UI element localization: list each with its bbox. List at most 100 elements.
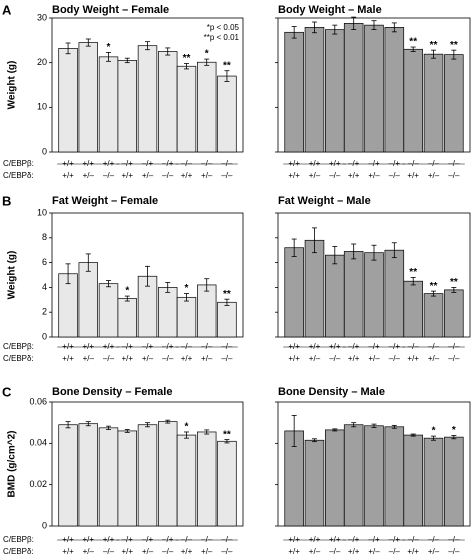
bar (364, 24, 384, 153)
genotype-row-label: C/EBPδ: (3, 354, 34, 363)
x-tick-label: –/– (448, 535, 460, 544)
y-tick-label: 10 (37, 207, 47, 217)
panel-letter: B (2, 193, 11, 208)
bar (423, 437, 444, 527)
x-tick-label: –/– (389, 547, 401, 556)
x-tick-label: –/– (408, 159, 420, 168)
x-tick-label: +/+ (62, 159, 74, 168)
bar (423, 293, 444, 338)
x-tick-label: –/+ (389, 535, 401, 544)
x-tick-label: –/+ (348, 342, 360, 351)
x-tick-label: –/– (201, 535, 213, 544)
bar (58, 48, 78, 153)
bar (284, 31, 304, 153)
y-tick-label: 2 (42, 307, 47, 317)
annotation: *p < 0.05 (207, 23, 240, 32)
x-tick-label: +/– (83, 171, 95, 180)
bar (304, 439, 325, 527)
x-tick-label: +/+ (407, 354, 419, 363)
x-tick-label: +/– (83, 547, 95, 556)
x-tick-label: –/– (221, 547, 233, 556)
x-tick-label: –/– (389, 354, 401, 363)
bar (304, 239, 325, 338)
x-tick-label: +/+ (62, 171, 74, 180)
x-tick-label: +/+ (121, 171, 133, 180)
bar (117, 298, 137, 338)
bar (364, 252, 384, 338)
genotype-row-label: C/EBPδ: (3, 547, 34, 556)
bar (217, 301, 237, 338)
bar (284, 247, 304, 338)
bar (176, 296, 197, 338)
x-tick-label: +/– (428, 547, 440, 556)
x-tick-label: +/+ (288, 535, 300, 544)
x-tick-label: –/– (329, 171, 341, 180)
bar (343, 424, 364, 527)
bar (343, 23, 364, 153)
x-tick-label: +/+ (181, 547, 193, 556)
x-tick-label: –/– (181, 342, 193, 351)
bar (444, 436, 464, 527)
x-tick-label: –/– (221, 159, 233, 168)
x-tick-label: –/– (221, 171, 233, 180)
x-tick-label: –/+ (368, 159, 380, 168)
y-tick-label: 20 (37, 57, 47, 67)
bar (325, 254, 345, 338)
bar (364, 425, 384, 527)
bar (444, 289, 464, 338)
x-tick-label: +/+ (309, 159, 321, 168)
x-tick-label: –/– (408, 535, 420, 544)
bar (176, 434, 197, 527)
significance-label: * (205, 49, 209, 60)
significance-label: ** (430, 281, 438, 292)
x-tick-label: –/– (103, 547, 115, 556)
bar (403, 48, 423, 153)
x-tick-label: –/– (448, 547, 460, 556)
x-tick-label: –/+ (389, 159, 401, 168)
bar (197, 284, 217, 338)
y-tick-label: 10 (37, 102, 47, 112)
chart-title: Fat Weight – Male (278, 195, 371, 207)
chart-title: Bone Density – Female (52, 386, 172, 398)
y-tick-label: 4 (42, 282, 47, 292)
x-tick-label: –/– (329, 547, 341, 556)
bar (423, 53, 444, 153)
y-tick-label: 0.04 (29, 438, 47, 448)
x-tick-label: –/– (103, 171, 115, 180)
chart-title: Body Weight – Female (52, 4, 169, 16)
chart-title: Body Weight – Male (278, 4, 382, 16)
bar (158, 51, 178, 153)
significance-label: ** (183, 53, 191, 64)
x-tick-label: –/– (162, 171, 174, 180)
significance-label: ** (409, 37, 417, 48)
bar (384, 249, 405, 338)
x-tick-label: +/+ (103, 159, 115, 168)
x-tick-label: –/+ (142, 159, 154, 168)
bar (197, 431, 217, 527)
bar (384, 27, 405, 153)
x-tick-label: +/– (309, 354, 321, 363)
x-tick-label: –/– (103, 354, 115, 363)
x-tick-label: –/– (329, 354, 341, 363)
significance-label: ** (223, 289, 231, 300)
annotation: **p < 0.01 (204, 33, 240, 42)
y-tick-label: 8 (42, 232, 47, 242)
x-tick-label: –/+ (389, 342, 401, 351)
bar (176, 65, 197, 153)
bar (98, 427, 119, 527)
x-tick-label: –/– (408, 342, 420, 351)
x-tick-label: +/+ (83, 342, 95, 351)
x-tick-label: –/+ (368, 535, 380, 544)
x-tick-label: –/+ (142, 535, 154, 544)
bar (137, 424, 158, 527)
chart-title: Bone Density – Male (278, 386, 385, 398)
x-tick-label: +/+ (288, 547, 300, 556)
y-tick-label: 0.06 (29, 396, 47, 406)
x-tick-label: +/+ (62, 547, 74, 556)
x-tick-label: +/+ (103, 535, 115, 544)
x-tick-label: –/+ (122, 342, 134, 351)
x-tick-label: +/+ (181, 171, 193, 180)
y-axis-label: BMD (g/cm^2) (7, 431, 18, 498)
x-tick-label: –/– (201, 159, 213, 168)
